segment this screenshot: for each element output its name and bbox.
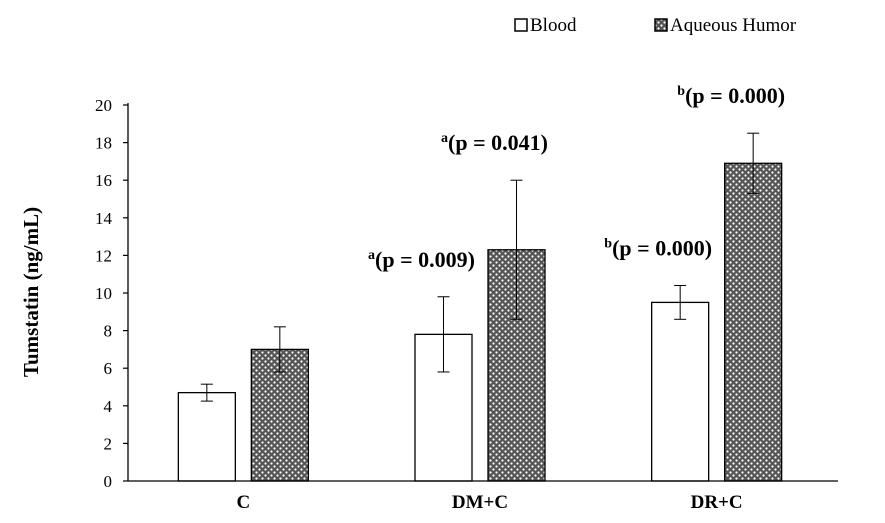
- y-tick-label: 14: [95, 209, 113, 228]
- bar-blood: [651, 301, 710, 482]
- y-axis: 0 2 4 6 8 10 12 14 16 18 20: [95, 96, 129, 491]
- y-tick-label: 2: [104, 434, 113, 453]
- annotation-text: (p = 0.009): [375, 247, 475, 272]
- bar-blood: [177, 391, 236, 482]
- bar-aqueous-humor: [724, 162, 783, 482]
- legend-label: Aqueous Humor: [670, 15, 797, 36]
- legend-swatch: [514, 18, 528, 32]
- p-value-annotation: b(p = 0.000): [604, 235, 712, 260]
- x-tick-label: C: [236, 492, 250, 513]
- y-axis-label: Tumstatin (ng/mL): [19, 207, 43, 377]
- x-tick-label: DR+C: [691, 492, 743, 513]
- y-tick-label: 4: [104, 397, 113, 416]
- bars: [177, 132, 783, 482]
- annotation-superscript: a: [441, 131, 448, 146]
- y-tick-label: 8: [104, 322, 113, 341]
- y-tick-label: 10: [95, 284, 112, 303]
- annotations: a(p = 0.009)a(p = 0.041)b(p = 0.000)b(p …: [368, 83, 785, 272]
- p-value-annotation: a(p = 0.041): [441, 130, 548, 155]
- annotation-text: (p = 0.000): [612, 235, 712, 260]
- p-value-annotation: b(p = 0.000): [677, 83, 785, 108]
- y-tick-label: 20: [95, 96, 112, 115]
- legend-label: Blood: [530, 15, 577, 36]
- annotation-text: (p = 0.041): [448, 130, 548, 155]
- annotation-superscript: a: [368, 248, 375, 263]
- y-tick-label: 0: [104, 472, 113, 491]
- y-tick-label: 16: [95, 171, 112, 190]
- p-value-annotation: a(p = 0.009): [368, 247, 475, 272]
- legend: Blood Aqueous Humor: [514, 15, 797, 36]
- x-tick-label: DM+C: [452, 492, 508, 513]
- annotation-superscript: b: [604, 236, 612, 251]
- annotation-superscript: b: [677, 84, 685, 99]
- annotation-text: (p = 0.000): [685, 83, 785, 108]
- y-tick-label: 12: [95, 246, 112, 265]
- y-tick-label: 18: [95, 134, 112, 153]
- legend-swatch: [654, 18, 668, 32]
- y-tick-label: 6: [104, 359, 113, 378]
- x-axis: C DM+C DR+C: [128, 480, 838, 513]
